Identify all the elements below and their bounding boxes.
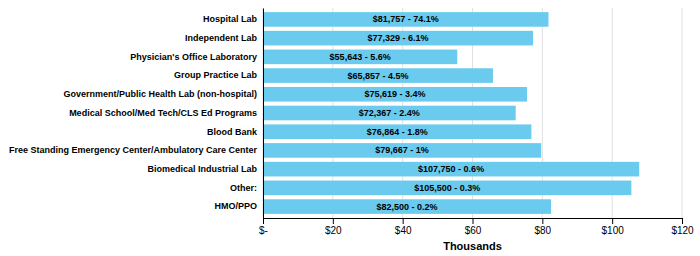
data-label: $55,643 - 5.6% — [330, 52, 391, 62]
y-tick-label: Biomedical Industrial Lab — [147, 164, 257, 174]
x-tick-label: $- — [259, 225, 268, 236]
x-tick-label: $20 — [325, 225, 342, 236]
data-label: $65,857 - 4.5% — [347, 71, 408, 81]
data-label: $82,500 - 0.2% — [377, 202, 438, 212]
y-tick: Physician's Office Laboratory — [130, 52, 263, 62]
bar — [263, 12, 548, 27]
bar — [263, 143, 541, 158]
y-tick: HMO/PPO — [214, 201, 263, 211]
y-tick-label: Physician's Office Laboratory — [130, 52, 257, 62]
x-tick-mark — [263, 218, 264, 224]
y-tick: Group Practice Lab — [174, 70, 263, 80]
bar — [263, 124, 531, 139]
x-tick-mark — [473, 218, 474, 224]
data-label: $105,500 - 0.3% — [414, 183, 480, 193]
x-tick-mark — [612, 218, 613, 224]
x-tick-label: $40 — [395, 225, 412, 236]
bar — [263, 31, 533, 46]
x-tick-label: $100 — [602, 225, 625, 236]
y-tick-label: Group Practice Lab — [174, 70, 258, 80]
y-tick: Blood Bank — [207, 127, 263, 137]
x-tick-mark — [333, 218, 334, 224]
y-tick: Medical School/Med Tech/CLS Ed Programs — [69, 108, 263, 118]
data-label: $79,667 - 1% — [375, 145, 429, 155]
y-tick: Independent Lab — [185, 33, 263, 43]
bar — [263, 50, 457, 65]
y-tick-label: Hospital Lab — [203, 14, 258, 24]
data-labels: $82,500 - 0.2% $105,500 - 0.3% $107,750 - … — [330, 14, 485, 211]
data-label: $77,329 - 6.1% — [367, 33, 428, 43]
y-tick-label: Other: — [230, 183, 257, 193]
x-tick: $120 — [671, 218, 694, 236]
chart: $82,500 - 0.2% $105,500 - 0.3% $107,750 - … — [0, 0, 700, 256]
bar — [263, 68, 493, 83]
bar — [263, 162, 639, 177]
y-tick-label: Medical School/Med Tech/CLS Ed Programs — [69, 108, 257, 118]
x-tick-label: $120 — [671, 225, 694, 236]
x-tick-mark — [403, 218, 404, 224]
x-tick: $60 — [465, 218, 482, 236]
x-tick: $20 — [325, 218, 342, 236]
x-tick-label: $60 — [465, 225, 482, 236]
y-tick-label: Free Standing Emergency Center/Ambulator… — [9, 145, 258, 155]
y-axis: HMO/PPO Other: Biomedical Industrial Lab Fr… — [9, 9, 264, 219]
x-tick-mark — [682, 218, 683, 224]
x-tick: $100 — [602, 218, 625, 236]
data-label: $81,757 - 74.1% — [373, 14, 439, 24]
x-axis: $- $20 $40 $60 $80 $100 $120 — [259, 218, 694, 236]
y-tick-label: Government/Public Health Lab (non-hospit… — [63, 89, 257, 99]
grid — [263, 8, 682, 218]
y-tick-label: HMO/PPO — [214, 201, 257, 211]
grid-line — [263, 8, 264, 218]
x-axis-title: Thousands — [443, 240, 502, 252]
bar — [263, 199, 551, 214]
bar — [263, 106, 516, 121]
plot: $82,500 - 0.2% $105,500 - 0.3% $107,750 - … — [9, 8, 694, 236]
x-tick: $- — [259, 218, 268, 236]
data-label: $72,367 - 2.4% — [359, 108, 420, 118]
y-tick: Other: — [230, 183, 263, 193]
data-label: $107,750 - 0.6% — [418, 164, 484, 174]
x-axis-line — [264, 219, 683, 225]
data-label: $76,864 - 1.8% — [367, 127, 428, 137]
x-tick-label: $80 — [534, 225, 551, 236]
data-label: $75,619 - 3.4% — [364, 89, 425, 99]
x-tick: $80 — [534, 218, 551, 236]
y-axis-line — [263, 9, 264, 219]
bar — [263, 87, 527, 102]
y-tick: Free Standing Emergency Center/Ambulator… — [9, 145, 263, 155]
bar — [263, 181, 631, 196]
y-tick-label: Independent Lab — [185, 33, 258, 43]
y-tick: Government/Public Health Lab (non-hospit… — [63, 89, 263, 99]
y-tick-label: Blood Bank — [207, 127, 258, 137]
x-tick-mark — [542, 218, 543, 224]
x-tick: $40 — [395, 218, 412, 236]
bars — [263, 12, 639, 214]
y-tick: Hospital Lab — [203, 14, 263, 24]
y-tick: Biomedical Industrial Lab — [147, 164, 263, 174]
grid-line — [682, 8, 683, 218]
